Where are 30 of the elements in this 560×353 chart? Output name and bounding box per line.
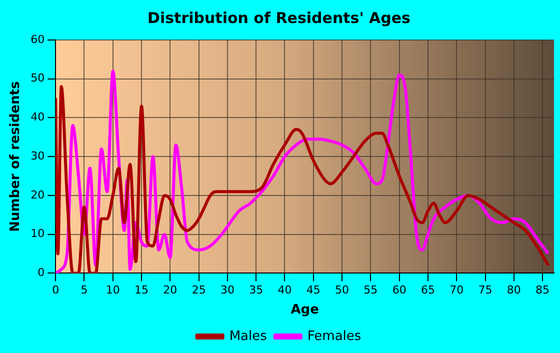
x-tick-label: 55 — [364, 284, 378, 297]
y-tick-label: 60 — [30, 32, 45, 46]
x-tick-label: 10 — [106, 284, 120, 297]
x-tick-label: 85 — [536, 284, 550, 297]
x-tick-label: 40 — [278, 284, 292, 297]
x-tick-label: 0 — [52, 284, 60, 297]
x-tick-label: 5 — [80, 284, 88, 297]
legend-label: Females — [307, 328, 362, 344]
y-tick-label: 30 — [30, 149, 45, 162]
chart-title: Distribution of Residents' Ages — [148, 8, 411, 27]
x-tick-label: 65 — [420, 284, 435, 297]
y-axis-title: Number of residents — [8, 81, 24, 232]
x-tick-label: 80 — [506, 284, 521, 297]
y-tick-label: 10 — [30, 227, 45, 240]
y-tick-label: 20 — [30, 188, 45, 202]
x-axis-title: Age — [290, 302, 320, 318]
x-tick-label: 50 — [335, 284, 350, 297]
y-tick-label: 0 — [38, 266, 45, 280]
x-tick-label: 30 — [220, 284, 234, 297]
y-tick-label: 50 — [30, 72, 45, 85]
x-tick-label: 60 — [392, 284, 406, 297]
x-tick-label: 45 — [306, 284, 320, 297]
y-tick-label: 40 — [30, 110, 45, 124]
x-tick-label: 25 — [192, 284, 206, 297]
x-tick-label: 15 — [134, 284, 149, 297]
x-tick-label: 70 — [450, 284, 464, 297]
x-tick-label: 35 — [249, 284, 264, 297]
x-tick-label: 20 — [163, 284, 178, 297]
x-tick-label: 75 — [478, 284, 492, 297]
legend-label: Males — [229, 328, 268, 344]
